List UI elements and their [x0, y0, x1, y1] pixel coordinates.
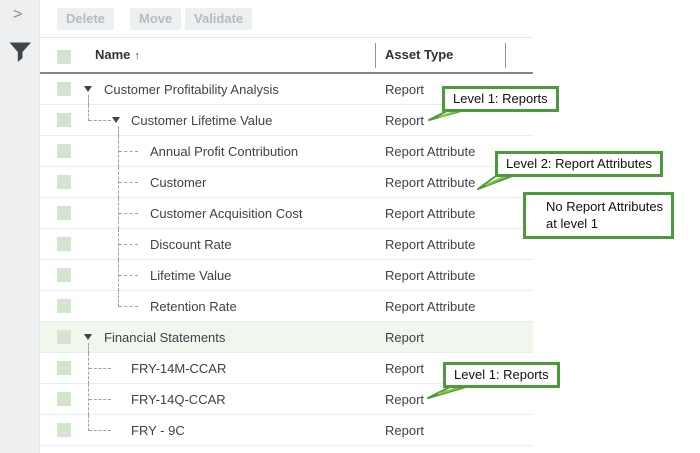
row-name[interactable]: FRY-14M-CCAR [131, 361, 227, 376]
row-name[interactable]: FRY - 9C [131, 423, 185, 438]
table-header: Name ↑ Asset Type [40, 38, 533, 74]
left-sidebar: > [0, 0, 40, 453]
table-row[interactable]: Customer Report Attribute [40, 167, 533, 198]
row-asset-type: Report [385, 392, 425, 407]
row-name[interactable]: Annual Profit Contribution [150, 144, 299, 159]
row-checkbox[interactable] [57, 330, 71, 344]
row-checkbox[interactable] [57, 392, 71, 406]
row-name[interactable]: Discount Rate [150, 237, 232, 252]
move-button[interactable]: Move [130, 8, 182, 30]
row-asset-type: Report Attribute [385, 144, 476, 159]
row-checkbox[interactable] [57, 175, 71, 189]
row-name[interactable]: Customer Profitability Analysis [104, 82, 279, 97]
row-name[interactable]: Retention Rate [150, 299, 237, 314]
row-asset-type: Report Attribute [385, 268, 476, 283]
validate-button[interactable]: Validate [185, 8, 253, 30]
row-name[interactable]: Customer [150, 175, 207, 190]
tree-connector-line [119, 306, 138, 307]
column-header-asset-type[interactable]: Asset Type [385, 47, 454, 62]
tree-connector-line [118, 136, 119, 167]
annotation-level1-reports: Level 1: Reports [442, 86, 559, 112]
tree-connector-line [88, 343, 89, 353]
row-name[interactable]: Customer Lifetime Value [131, 113, 273, 128]
sort-ascending-icon: ↑ [134, 50, 140, 62]
tree-connector-line [119, 182, 138, 183]
row-checkbox[interactable] [57, 237, 71, 251]
column-header-name[interactable]: Name ↑ [95, 47, 140, 62]
tree-connector-line [119, 244, 138, 245]
table-row[interactable]: Lifetime Value Report Attribute [40, 260, 533, 291]
tree-connector-line [119, 151, 138, 152]
tree-connector-line [88, 353, 89, 384]
table-row[interactable]: Retention Rate Report Attribute [40, 291, 533, 322]
row-asset-type: Report Attribute [385, 299, 476, 314]
column-resize-handle[interactable] [375, 43, 376, 68]
tree-connector-line [118, 291, 119, 307]
table-row[interactable]: FRY - 9C Report [40, 415, 533, 446]
row-asset-type: Report [385, 113, 425, 128]
tree-connector-line [118, 198, 119, 229]
tree-connector-line [88, 95, 89, 105]
row-name[interactable]: FRY-14Q-CCAR [131, 392, 226, 407]
row-checkbox[interactable] [57, 268, 71, 282]
row-checkbox[interactable] [57, 144, 71, 158]
row-checkbox[interactable] [57, 82, 71, 96]
table-row[interactable]: FRY-14Q-CCAR Report [40, 384, 533, 415]
toolbar: Delete Move Validate [40, 0, 700, 37]
row-checkbox[interactable] [57, 113, 71, 127]
column-resize-handle[interactable] [505, 43, 506, 68]
table-row[interactable]: Financial Statements Report [40, 322, 533, 353]
row-asset-type: Report Attribute [385, 175, 476, 190]
tree-connector-line [89, 368, 111, 369]
row-asset-type: Report [385, 330, 425, 345]
tree-connector-line [89, 399, 111, 400]
annotation-level2-report-attributes: Level 2: Report Attributes [495, 151, 663, 177]
row-asset-type: Report [385, 361, 425, 376]
table-row[interactable]: Customer Acquisition Cost Report Attribu… [40, 198, 533, 229]
row-checkbox[interactable] [57, 206, 71, 220]
filter-icon[interactable] [9, 42, 32, 68]
row-asset-type: Report [385, 82, 425, 97]
row-checkbox[interactable] [57, 423, 71, 437]
table-body: Customer Profitability Analysis Report C… [40, 74, 533, 446]
tree-connector-line [118, 167, 119, 198]
row-name[interactable]: Lifetime Value [150, 268, 232, 283]
row-asset-type: Report [385, 423, 425, 438]
delete-button[interactable]: Delete [57, 8, 115, 30]
expander-icon[interactable] [84, 334, 92, 340]
table-row[interactable]: Annual Profit Contribution Report Attrib… [40, 136, 533, 167]
expander-icon[interactable] [112, 117, 120, 123]
row-checkbox[interactable] [57, 299, 71, 313]
tree-connector-line [88, 415, 89, 431]
tree-connector-line [118, 260, 119, 291]
annotation-line: at level 1 [546, 216, 599, 231]
expander-icon[interactable] [84, 86, 92, 92]
table-row[interactable]: Discount Rate Report Attribute [40, 229, 533, 260]
row-asset-type: Report Attribute [385, 206, 476, 221]
tree-connector-line [88, 384, 89, 415]
tree-connector-line [89, 430, 111, 431]
annotation-line: No Report Attributes [546, 199, 664, 214]
row-asset-type: Report Attribute [385, 237, 476, 252]
annotation-level1-reports: Level 1: Reports [443, 362, 560, 388]
tree-connector-line [118, 126, 119, 136]
tree-connector-line [118, 229, 119, 260]
sidebar-expand-icon[interactable]: > [13, 6, 23, 23]
row-name[interactable]: Customer Acquisition Cost [150, 206, 303, 221]
tree-connector-line [88, 105, 89, 121]
row-name[interactable]: Financial Statements [104, 330, 226, 345]
tree-connector-line [89, 120, 111, 121]
tree-connector-line [119, 275, 138, 276]
annotation-no-report-attributes: No Report Attributes at level 1 [523, 192, 675, 239]
select-all-checkbox[interactable] [57, 50, 71, 64]
row-checkbox[interactable] [57, 361, 71, 375]
tree-connector-line [119, 213, 138, 214]
